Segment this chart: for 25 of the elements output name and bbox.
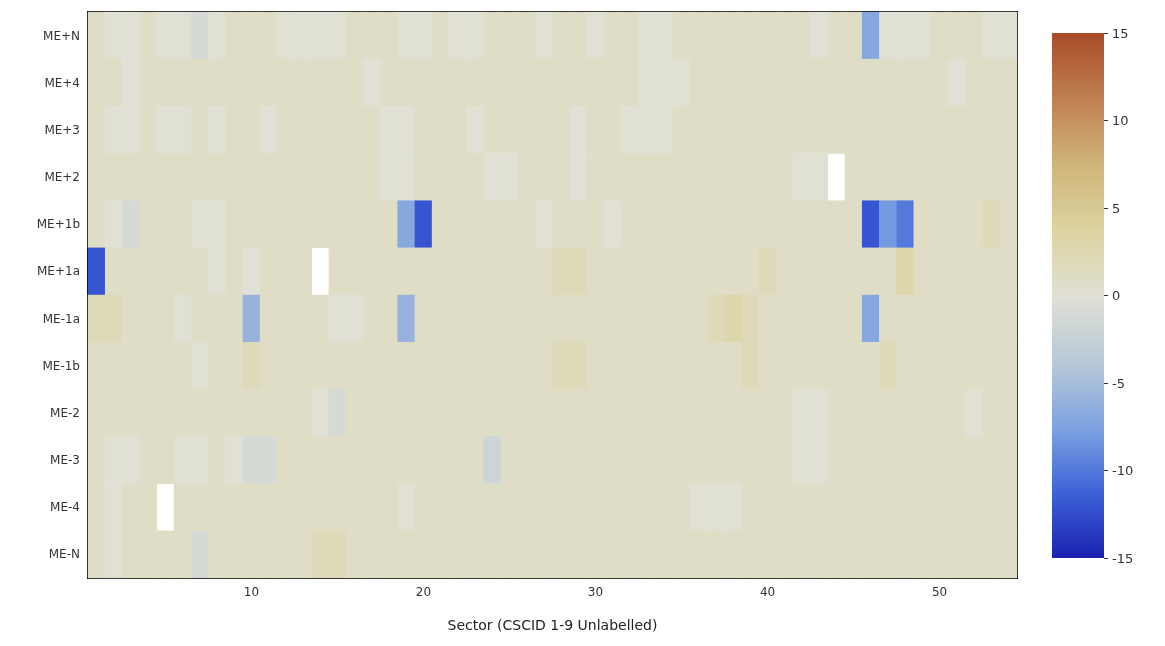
x-tick-label: 50	[931, 585, 948, 599]
y-tick-label: ME-3	[50, 453, 80, 468]
y-tick-label: ME+1b	[36, 217, 80, 232]
y-tick-label: ME-N	[48, 547, 80, 562]
color-bar-label: 0	[1112, 288, 1121, 303]
y-tick-label: ME+2	[44, 170, 80, 185]
y-tick-label: ME-1b	[42, 358, 80, 373]
y-tick-label: ME+1a	[37, 264, 80, 279]
y-tick-label: ME-4	[50, 500, 80, 515]
color-bar-label: -5	[1112, 375, 1125, 391]
y-tick-label: ME+3	[44, 122, 80, 137]
color-bar-label: 15	[1112, 25, 1129, 41]
x-axis-title: Sector (CSCID 1-9 Unlabelled)	[447, 617, 658, 633]
y-tick-label: ME+4	[44, 75, 80, 90]
y-tick-label: ME+N	[43, 28, 80, 43]
color-bar-label: 5	[1112, 200, 1121, 216]
color-bar-label: -15	[1112, 550, 1134, 566]
x-tick-label: 20	[415, 585, 432, 599]
x-tick-label: 10	[243, 585, 260, 599]
y-tick-label: ME-2	[50, 405, 80, 420]
color-bar-label: 10	[1112, 113, 1129, 128]
color-bar-label: -10	[1112, 463, 1134, 478]
x-tick-label: 40	[759, 585, 776, 599]
y-tick-label: ME-1a	[42, 311, 80, 326]
x-tick-label: 30	[587, 585, 604, 599]
